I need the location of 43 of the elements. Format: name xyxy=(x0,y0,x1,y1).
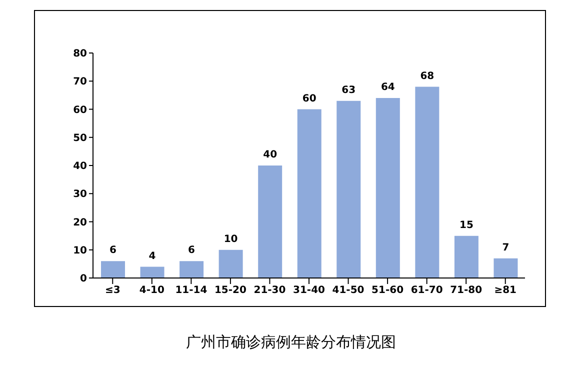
x-tick-label: 71-80 xyxy=(450,285,482,296)
data-label: 7 xyxy=(502,242,510,254)
bar xyxy=(336,100,361,278)
text: 广州市确诊病例年龄分布情况图 xyxy=(185,333,397,352)
x-tick-label: 51-60 xyxy=(372,285,404,296)
data-label: 64 xyxy=(380,82,395,93)
y-tick-label: 30 xyxy=(73,189,88,200)
data-label: 10 xyxy=(224,234,238,245)
y-tick-label: 50 xyxy=(73,132,88,144)
x-tick-label: ≤3 xyxy=(104,285,120,296)
data-label: 68 xyxy=(420,70,434,82)
y-tick-label: 80 xyxy=(73,48,88,60)
y-tick-label: 10 xyxy=(73,245,88,256)
y-tick-label: 20 xyxy=(73,217,88,228)
data-label: 4 xyxy=(148,250,156,262)
x-tick-label: 21-30 xyxy=(254,285,286,296)
bar xyxy=(376,98,400,278)
data-label: 6 xyxy=(110,245,117,256)
y-tick-label: 40 xyxy=(73,161,88,172)
x-tick-label: 15-20 xyxy=(214,285,246,296)
x-tick-label: 4-10 xyxy=(139,285,164,296)
y-tick-label: 0 xyxy=(80,274,88,285)
bar xyxy=(297,109,322,278)
x-tick-label: ≥81 xyxy=(494,285,517,296)
bar xyxy=(494,258,518,278)
data-label: 15 xyxy=(459,220,474,231)
bar xyxy=(415,86,440,278)
data-label: 63 xyxy=(342,84,356,96)
data-label: 60 xyxy=(302,93,316,104)
y-tick-label: 70 xyxy=(73,76,88,88)
bar xyxy=(101,261,125,278)
x-tick-label: 11-14 xyxy=(175,285,208,296)
x-tick-label: 41-50 xyxy=(332,285,364,296)
bar xyxy=(218,250,243,278)
y-tick-label: 60 xyxy=(73,104,88,116)
data-label: 40 xyxy=(263,150,278,160)
bar xyxy=(258,166,282,278)
x-tick-label: 31-40 xyxy=(293,285,326,296)
x-tick-label: 61-70 xyxy=(410,285,443,296)
bar xyxy=(140,266,164,278)
bar xyxy=(180,261,204,278)
bar xyxy=(454,236,478,278)
data-label: 6 xyxy=(188,245,196,256)
